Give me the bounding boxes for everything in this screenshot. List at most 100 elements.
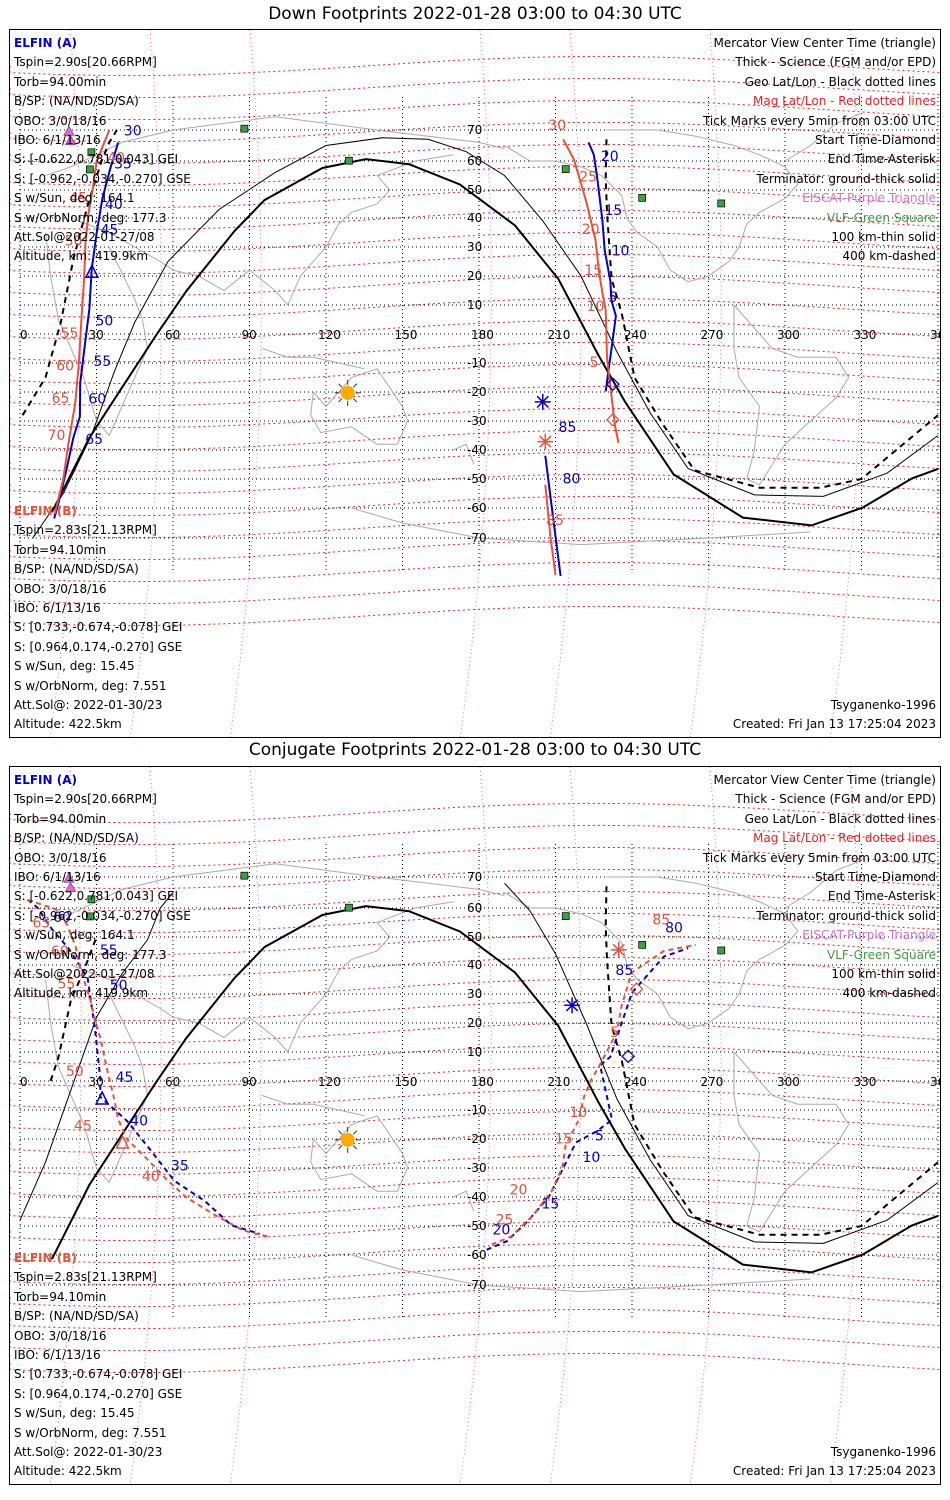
coastline [262,348,365,370]
info-line: Altitude, km: 419.9km [14,249,149,264]
100km-line [504,882,939,1244]
sun-ray [352,383,358,388]
info-line: OBO: 3/0/18/16 [14,1328,107,1343]
info-line: Att.Sol@: 2022-01-30/23 [14,698,163,713]
info-line: IBO: 6/1/13/16 [14,133,101,148]
elfin-a-track [587,142,617,392]
elfin-a-tick-label: 40 [105,197,123,213]
coastline [351,1254,811,1293]
elfin-a-tick-label: 45 [116,1070,134,1086]
elfin-b-tick-label: 5 [610,1025,619,1041]
lon-label: 0 [20,1075,28,1089]
info-line: Torb=94.10min [14,542,107,557]
elfin-b-tick-label: 40 [142,1169,160,1185]
lat-label: -20 [467,1132,487,1146]
mag-meridians [49,30,862,737]
coastline [784,860,862,909]
mag-lat-line [10,1110,940,1132]
elfin-b-tick-label: 85 [546,513,564,529]
elfin-a-tick-label: 35 [114,156,132,172]
elfin-name: ELFIN (A) [14,773,77,787]
elfin-a-tick-label: 45 [101,223,119,239]
elfin-b-tick-label: 10 [587,299,605,315]
elfin-b-start-diamond [605,412,620,427]
geo-grid [19,844,939,1318]
elfin-b-tick-label: 60 [51,944,69,960]
lon-label: 150 [395,1075,418,1089]
lon-label: 180 [471,328,494,342]
coastline [70,901,454,1053]
elfin-b-track [544,484,557,576]
mag-lat-line [10,539,940,561]
vlf-station [638,193,647,202]
elfin-b-tick-label: 20 [510,1183,528,1199]
sun-ray [338,383,343,388]
lat-label: -30 [467,414,487,428]
legend: Mercator View Center Time (triangle) Thic… [703,771,936,1004]
vlf-station [638,940,647,949]
sun-ray [352,1145,358,1150]
eiscat-station [64,134,77,145]
eiscat-station [63,125,75,136]
coastline [262,1095,365,1117]
lat-label: 60 [467,901,482,915]
coastline [45,116,505,176]
400km-line [604,886,939,1236]
mag-lon-line [549,767,582,1484]
lat-label: 60 [467,154,482,168]
conjugate-footprints-map: 0 30 60 90 120 150 180 210 240 270 300 330 360 70 60 50… [10,767,941,1484]
elfin-a-start-diamond [605,377,620,392]
info-line: S w/OrbNorm, deg: 177.3 [14,947,167,962]
elfin-a-tick-label: 55 [100,943,118,959]
lon-label: 300 [777,1075,800,1089]
mag-lat-line [10,385,940,407]
info-line: S w/OrbNorm, deg: 7.551 [14,678,167,693]
info-line: S w/Sun, deg: 15.45 [14,1406,135,1421]
legend-item: Tick Marks every 5min from 03:00 UTC [702,850,936,865]
legend-item: 400 km-dashed [842,249,936,264]
elfin-name: ELFIN (B) [14,504,77,518]
mag-lat-line [10,1000,940,1022]
elfin-a-start-diamond [621,1049,636,1064]
mag-lat-line [10,495,940,517]
info-line: S: [0.964,0.174,-0.270] GSE [14,1386,183,1401]
vlf-station [345,156,353,165]
elfin-a-tick-label: 50 [95,313,113,329]
geo-grid [19,97,939,571]
elfin-name: ELFIN (A) [14,36,77,50]
mag-lat-line [10,1022,940,1044]
coastline [453,443,475,465]
info-line: S: [-0.622,0.781,0.043] GEI [14,152,179,167]
lon-label: 360 [930,1075,941,1089]
info-line: Tspin=2.90s[20.66RPM] [14,55,157,70]
coastline [733,1051,850,1233]
mag-lat-line [10,473,940,495]
conjugate-footprints-panel: 0 30 60 90 120 150 180 210 240 270 300 330 360 70 60 50… [9,766,941,1485]
sun-ray [352,1130,358,1135]
lon-label: 120 [318,1075,341,1089]
asterisk-stroke [539,435,552,448]
down-footprints-panel: 0 30 60 90 120 150 180 210 240 270 300 330 360 70 60 50… [9,29,941,738]
100km-line [19,892,174,1221]
legend-item: Start Time-Diamond [814,870,936,885]
coastline [70,154,454,306]
lon-label: 240 [624,1075,647,1089]
down-footprints-map: 0 30 60 90 120 150 180 210 240 270 300 330 360 70 60 50… [10,30,940,737]
mag-lat-line [10,253,940,275]
elfin-b-info: ELFIN (B) Tspin=2.83s[21.13RPM] Torb=94.10… [14,502,182,735]
eiscat-station [64,881,77,892]
info-line: S: [0.733,-0.674,-0.078] GEI [14,620,183,635]
info-line: Torb=94.00min [14,811,107,826]
vlf-station [87,895,96,904]
400km-line [49,936,98,1082]
lat-label: -70 [467,1278,487,1292]
elfin-b-tick-label: 20 [582,222,600,238]
info-line: Att.Sol@2022-01-27/08 [14,230,155,245]
elfin-a-tick-label: 65 [85,432,103,448]
elfin-a-tick-label: 50 [110,978,128,994]
mag-lat-line [10,187,940,209]
mag-lat-line [10,1352,940,1374]
sun-icon [334,379,361,406]
lat-label: -70 [467,531,487,545]
info-line: S w/Sun, deg: 15.45 [14,659,135,674]
